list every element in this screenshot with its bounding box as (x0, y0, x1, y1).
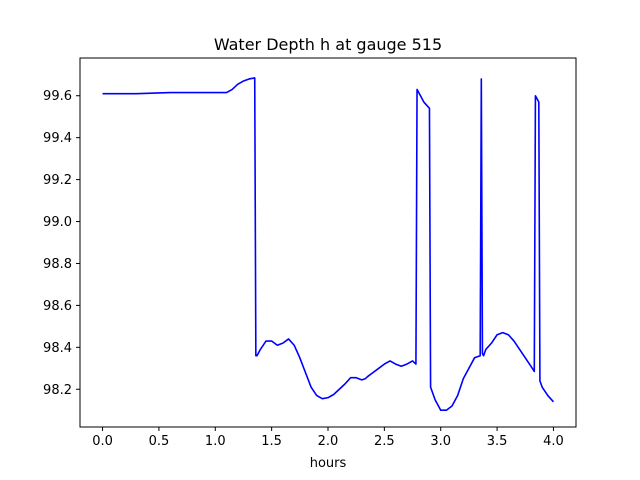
y-axis: 98.2 98.4 98.6 98.8 99.0 99.2 99.4 99.6 (43, 89, 80, 398)
x-axis: 0.0 0.5 1.0 1.5 2.0 2.5 3.0 3.5 4.0 (92, 427, 564, 449)
x-tick-label: 0.0 (92, 434, 113, 449)
x-axis-title: hours (310, 456, 347, 471)
x-tick-label: 0.5 (149, 434, 170, 449)
y-tick-label: 99.0 (43, 215, 72, 230)
y-tick-label: 99.2 (43, 173, 72, 188)
y-tick-label: 98.6 (43, 299, 72, 314)
x-tick-label: 1.0 (205, 434, 226, 449)
x-tick-label: 2.5 (374, 434, 395, 449)
series-layer (102, 77, 555, 412)
x-tick-label: 2.0 (318, 434, 339, 449)
y-tick-label: 99.4 (43, 131, 72, 146)
y-tick-label: 98.4 (43, 341, 72, 356)
y-tick-label: 99.6 (43, 89, 72, 104)
chart-title: Water Depth h at gauge 515 (214, 35, 442, 54)
x-tick-label: 4.0 (543, 434, 564, 449)
x-tick-label: 3.0 (430, 434, 451, 449)
y-tick-label: 98.8 (43, 257, 72, 272)
series-line-0 (102, 77, 555, 412)
x-tick-label: 3.5 (487, 434, 508, 449)
y-tick-label: 98.2 (43, 383, 72, 398)
x-tick-label: 1.5 (261, 434, 282, 449)
